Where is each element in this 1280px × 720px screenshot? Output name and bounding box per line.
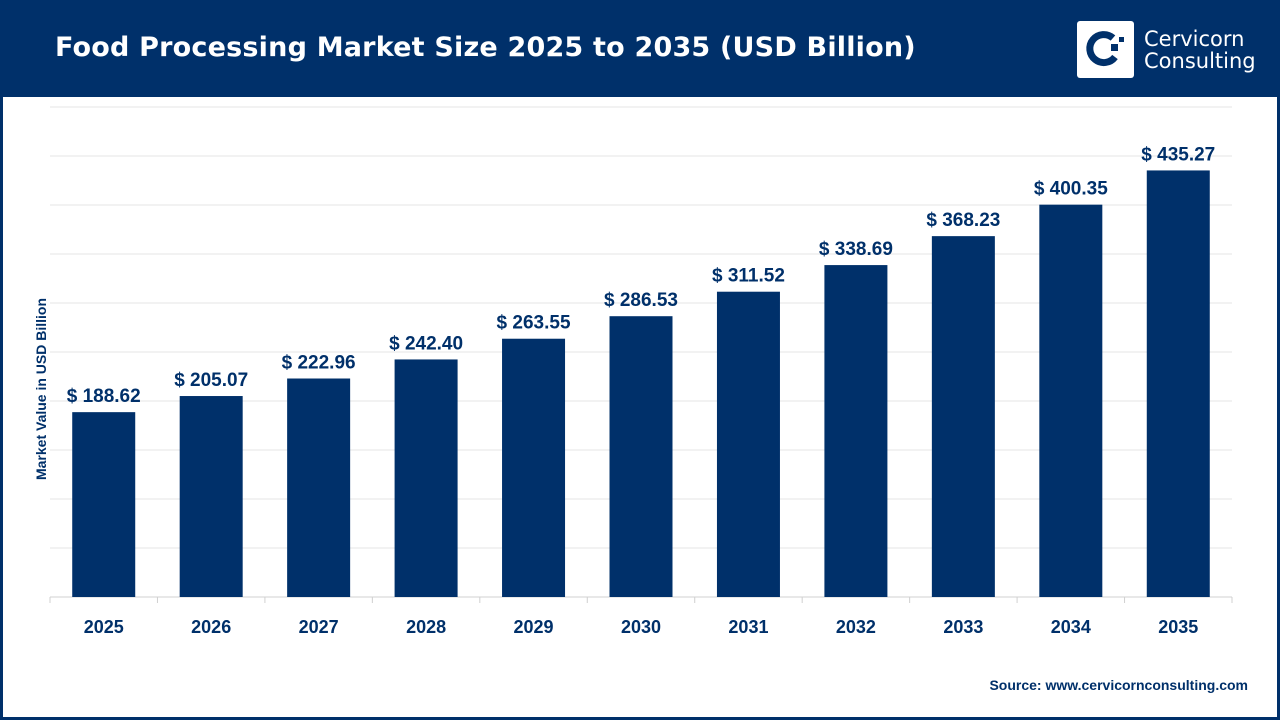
- logo-line2: Consulting: [1144, 48, 1256, 73]
- data-label: $ 263.55: [497, 313, 571, 334]
- data-label: $ 368.23: [926, 210, 1000, 231]
- bar: [72, 412, 136, 597]
- y-axis-label: Market Value in USD Billion: [33, 298, 49, 480]
- data-label: $ 188.62: [67, 386, 141, 407]
- x-tick-label: 2031: [728, 617, 768, 637]
- x-tick-label: 2030: [621, 617, 661, 637]
- logo-text: Cervicorn Consulting: [1144, 28, 1256, 72]
- x-tick-label: 2035: [1158, 617, 1198, 637]
- header-bar: Food Processing Market Size 2025 to 2035…: [0, 0, 1280, 97]
- bar: [1146, 170, 1210, 597]
- x-tick-label: 2028: [406, 617, 446, 637]
- x-tick-label: 2034: [1051, 617, 1091, 637]
- data-label: $ 205.07: [174, 370, 248, 391]
- bar: [1039, 204, 1103, 598]
- x-tick-label: 2027: [299, 617, 339, 637]
- logo: Cervicorn Consulting: [1077, 21, 1256, 78]
- chart-title: Food Processing Market Size 2025 to 2035…: [55, 32, 916, 63]
- data-label: $ 338.69: [819, 239, 893, 260]
- x-tick-label: 2026: [191, 617, 231, 637]
- bar: [394, 359, 458, 597]
- x-tick-label: 2029: [514, 617, 554, 637]
- logo-line1: Cervicorn: [1144, 26, 1245, 51]
- data-label: $ 242.40: [389, 333, 463, 354]
- bar: [502, 338, 566, 597]
- data-label: $ 435.27: [1141, 144, 1215, 165]
- bar: [287, 378, 351, 597]
- data-label: $ 222.96: [282, 352, 356, 373]
- bar: [609, 316, 673, 597]
- data-label: $ 311.52: [712, 266, 785, 287]
- bar: [716, 291, 780, 597]
- bar: [179, 396, 243, 597]
- source-text: Source: www.cervicornconsulting.com: [989, 677, 1248, 693]
- logo-icon: [1077, 21, 1134, 78]
- x-tick-label: 2032: [836, 617, 876, 637]
- data-label: $ 400.35: [1034, 179, 1108, 200]
- x-tick-label: 2033: [943, 617, 983, 637]
- x-tick-label: 2025: [84, 617, 124, 637]
- bar: [824, 265, 888, 597]
- bar: [931, 236, 995, 598]
- data-label: $ 286.53: [604, 290, 678, 311]
